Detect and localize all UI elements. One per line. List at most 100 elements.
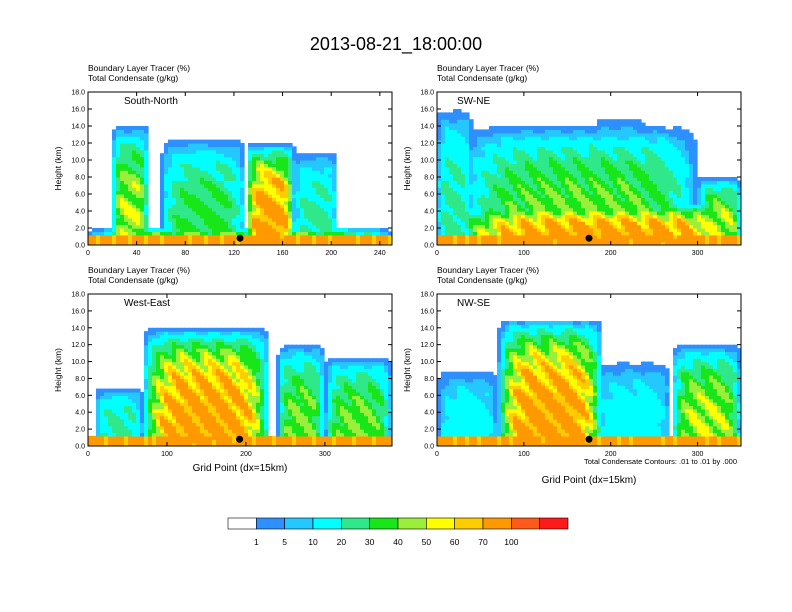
y-tick-label: 14.0 [71,124,85,131]
plot-frame [436,293,742,447]
y-tick-label: 14.0 [420,325,434,332]
x-tick-label: 200 [240,451,252,458]
left-string-1: Boundary Layer Tracer (%) [88,63,190,73]
y-tick-label: 12.0 [420,141,434,148]
left-string-2: Total Condensate (g/kg) [88,275,178,285]
x-tick-label: 0 [435,451,439,458]
y-tick-label: 2.0 [75,226,85,233]
y-tick-label: 8.0 [424,175,434,182]
y-tick-label: 8.0 [75,175,85,182]
y-tick-label: 10.0 [420,158,434,165]
panel-1: 0.0 2.0 4.0 6.0 8.0 10.0 12.0 14.0 16.0 18.0 0 100 2… [402,63,742,257]
y-tick-label: 12.0 [420,342,434,349]
colorbar-label: 1 [254,537,259,547]
colorbar-box [454,517,484,530]
x-tick-label: 100 [161,451,173,458]
colorbar-box [397,517,427,530]
location-marker [585,234,593,242]
panel-label: SW-NE [457,96,490,107]
y-tick-label: 18.0 [71,292,85,299]
colorbar-label: 30 [365,537,375,547]
y-tick-label: 6.0 [424,393,434,400]
y-tick-label: 2.0 [424,427,434,434]
x-tick-label: 80 [181,250,189,257]
panel-label: NW-SE [457,298,490,309]
y-tick-label: 12.0 [71,141,85,148]
colorbar-label: 10 [308,537,318,547]
left-string-1: Boundary Layer Tracer (%) [437,265,539,275]
colorbar-label: 20 [337,537,347,547]
colorbar-box [256,517,285,530]
y-tick-label: 4.0 [424,209,434,216]
y-tick-label: 8.0 [424,376,434,383]
panels: 0.0 2.0 4.0 6.0 8.0 10.0 12.0 14.0 16.0 18.0 0 40 80… [53,63,742,486]
panel-label: West-East [124,298,170,309]
x-tick-label: 0 [435,250,439,257]
y-tick-label: 0.0 [424,243,434,250]
y-tick-label: 2.0 [424,226,434,233]
y-tick-label: 6.0 [424,192,434,199]
tracer-field [88,327,392,446]
main-title: 2013-08-21_18:00:00 [310,34,482,55]
y-tick-label: 8.0 [75,376,85,383]
panel-2: 0.0 2.0 4.0 6.0 8.0 10.0 12.0 14.0 16.0 18.0 0 100 2… [53,265,393,474]
y-axis-label: Height (km) [53,146,63,190]
colorbar-box [312,517,342,530]
colorbar-box [227,517,257,530]
left-string-1: Boundary Layer Tracer (%) [437,63,539,73]
x-tick-label: 100 [518,451,530,458]
left-string-2: Total Condensate (g/kg) [88,73,178,83]
y-tick-label: 0.0 [424,444,434,451]
colorbar-box [511,517,540,530]
colorbar-box [539,517,569,530]
y-tick-label: 18.0 [71,90,85,97]
y-tick-label: 16.0 [71,107,85,114]
colorbar-box [369,517,399,530]
x-tick-label: 300 [319,451,331,458]
location-marker [585,435,593,443]
colorbar-label: 100 [504,537,518,547]
y-tick-label: 16.0 [420,308,434,315]
x-tick-label: 160 [277,250,289,257]
x-tick-label: 300 [692,451,704,458]
y-axis-label: Height (km) [53,348,63,392]
colorbar-box [341,517,370,530]
x-tick-label: 0 [86,451,90,458]
x-tick-label: 120 [228,250,240,257]
x-axis-label: Grid Point (dx=15km) [193,463,288,474]
y-axis-label: Height (km) [402,146,412,190]
y-tick-label: 4.0 [424,410,434,417]
y-tick-label: 0.0 [75,444,85,451]
location-marker [236,234,244,242]
y-tick-label: 14.0 [420,124,434,131]
colorbar: 1 5 10 20 30 40 50 60 70 100 [227,517,569,547]
y-axis-label: Height (km) [402,348,412,392]
tracer-field [437,321,741,446]
y-tick-label: 18.0 [420,292,434,299]
plot-frame [87,91,393,246]
x-tick-label: 0 [86,250,90,257]
colorbar-label: 60 [450,537,460,547]
panel-label: South-North [124,96,178,107]
y-tick-label: 10.0 [71,359,85,366]
panel-3: 0.0 2.0 4.0 6.0 8.0 10.0 12.0 14.0 16.0 18.0 0 100 2… [402,265,742,486]
y-tick-label: 18.0 [420,90,434,97]
plot-frame [436,91,742,246]
x-tick-label: 40 [133,250,141,257]
left-string-2: Total Condensate (g/kg) [437,73,527,83]
x-tick-label: 200 [605,250,617,257]
x-tick-label: 100 [518,250,530,257]
y-tick-label: 10.0 [71,158,85,165]
x-axis-label: Grid Point (dx=15km) [542,475,637,486]
location-marker [236,435,244,443]
y-tick-label: 10.0 [420,359,434,366]
y-tick-label: 12.0 [71,342,85,349]
y-tick-label: 14.0 [71,325,85,332]
colorbar-label: 5 [282,537,287,547]
y-tick-label: 16.0 [71,308,85,315]
tracer-field [88,126,392,245]
colorbar-box [426,517,455,530]
y-tick-label: 4.0 [75,209,85,216]
colorbar-label: 70 [478,537,488,547]
